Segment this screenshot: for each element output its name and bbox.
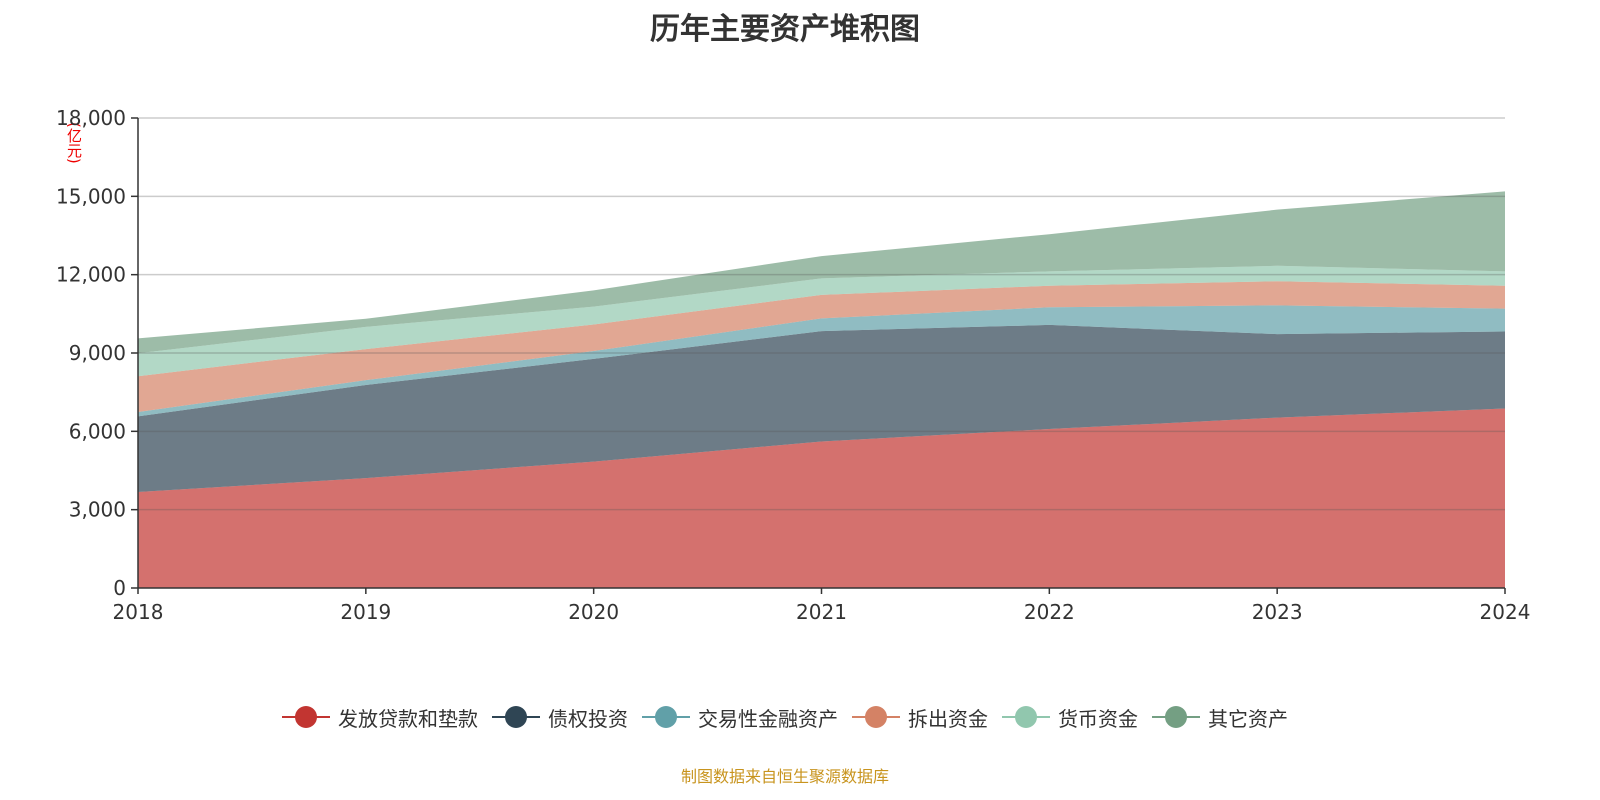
area-series-2	[138, 305, 1505, 417]
x-tick-label: 2019	[340, 600, 391, 624]
y-tick-label: 15,000	[56, 184, 126, 208]
legend-item[interactable]: 发放贷款和垫款	[282, 702, 478, 732]
x-tick-label: 2021	[796, 600, 847, 624]
legend-label: 债权投资	[548, 706, 628, 731]
x-tick-label: 2023	[1252, 600, 1303, 624]
legend: 发放贷款和垫款 债权投资 交易性金融资产 拆出资金 货币资金 其它资产	[0, 702, 1570, 732]
legend-label: 发放贷款和垫款	[338, 706, 478, 731]
legend-label: 货币资金	[1058, 706, 1138, 731]
legend-item[interactable]: 拆出资金	[852, 702, 988, 732]
y-tick-label: 3,000	[69, 498, 126, 522]
area-series-0	[138, 408, 1505, 588]
y-tick-label: 18,000	[56, 106, 126, 130]
legend-marker-icon	[282, 702, 330, 732]
area-series-3	[138, 281, 1505, 413]
x-tick-label: 2020	[568, 600, 619, 624]
legend-item[interactable]: 其它资产	[1152, 702, 1288, 732]
chart-title: 历年主要资产堆积图	[650, 12, 920, 47]
legend-item[interactable]: 交易性金融资产	[642, 702, 838, 732]
y-tick-label: 0	[113, 576, 126, 600]
legend-label: 其它资产	[1208, 706, 1288, 731]
y-axis-unit: (亿元)	[65, 122, 83, 164]
legend-marker-icon	[642, 702, 690, 732]
y-tick-label: 12,000	[56, 263, 126, 287]
legend-marker-icon	[492, 702, 540, 732]
legend-marker-icon	[1152, 702, 1200, 732]
x-tick-label: 2024	[1480, 600, 1531, 624]
legend-marker-icon	[1002, 702, 1050, 732]
x-tick-label: 2018	[113, 600, 164, 624]
y-tick-label: 9,000	[69, 341, 126, 365]
legend-label: 交易性金融资产	[698, 706, 838, 731]
legend-marker-icon	[852, 702, 900, 732]
area-series-5	[138, 191, 1505, 354]
y-tick-label: 6,000	[69, 419, 126, 443]
source-footer: 制图数据来自恒生聚源数据库	[680, 767, 889, 786]
x-tick-label: 2022	[1024, 600, 1075, 624]
legend-item[interactable]: 债权投资	[492, 702, 628, 732]
legend-item[interactable]: 货币资金	[1002, 702, 1138, 732]
area-series-1	[138, 324, 1505, 493]
legend-label: 拆出资金	[908, 706, 988, 731]
area-series-4	[138, 265, 1505, 377]
